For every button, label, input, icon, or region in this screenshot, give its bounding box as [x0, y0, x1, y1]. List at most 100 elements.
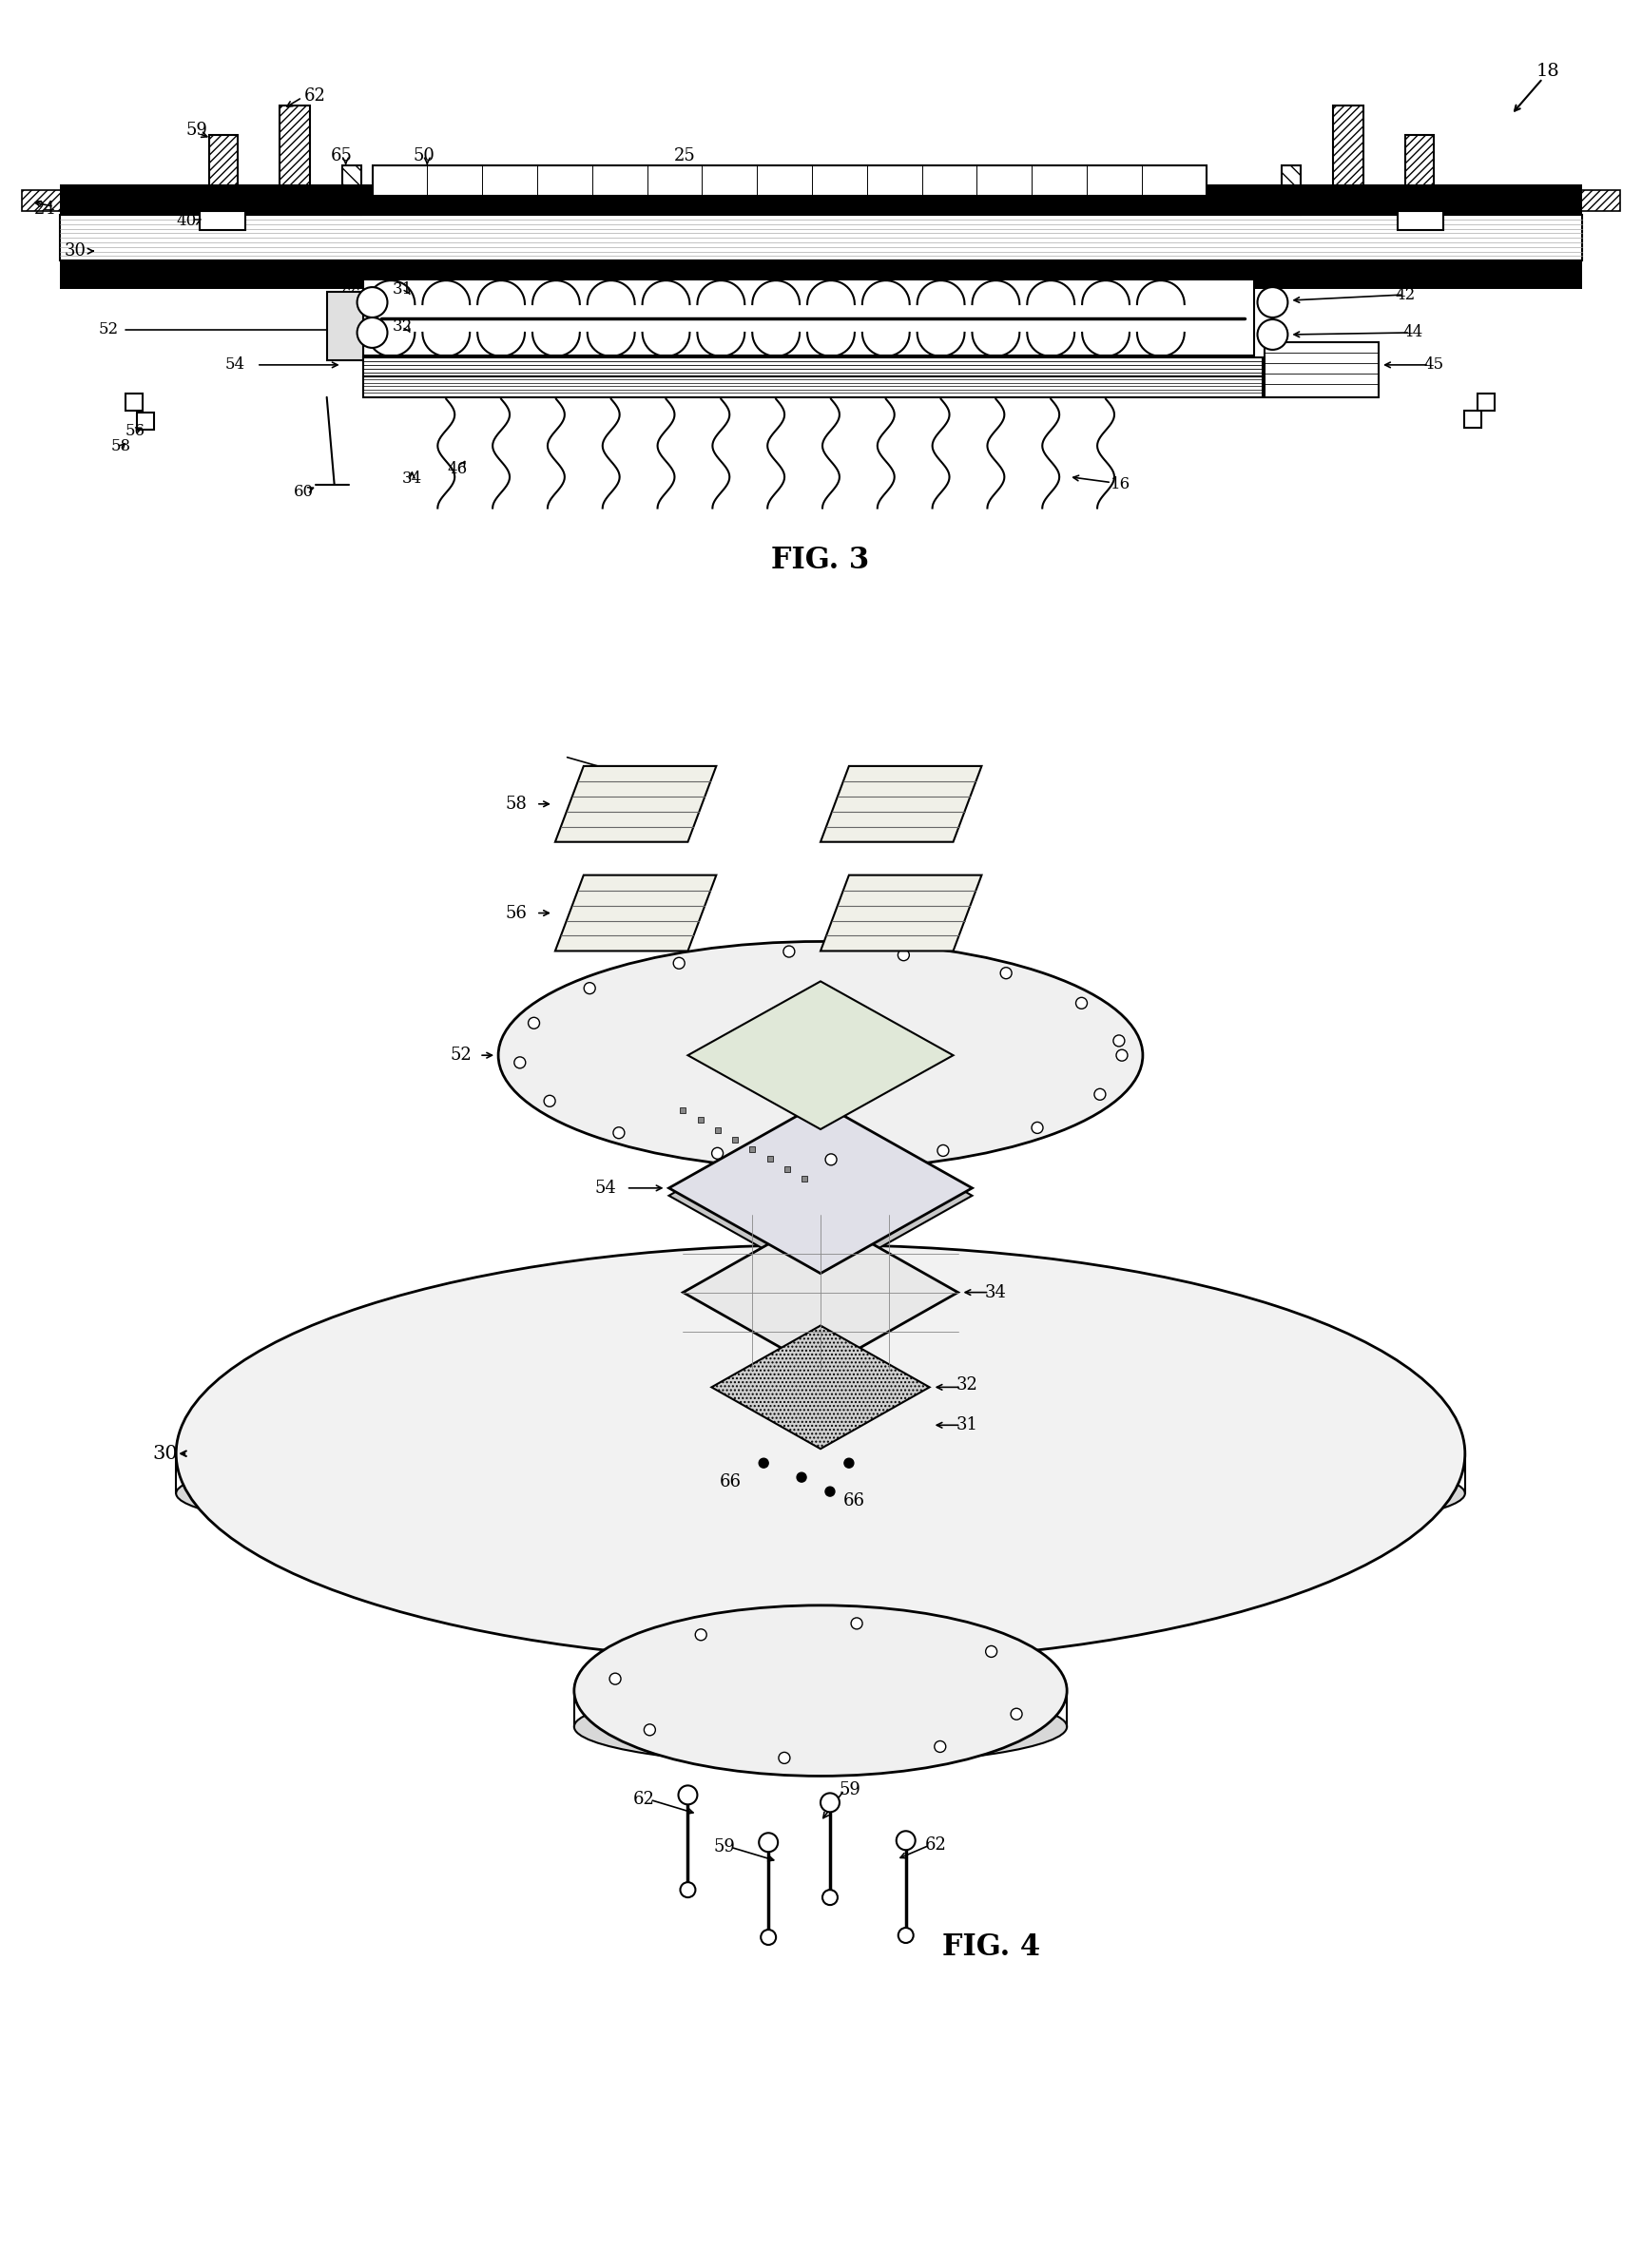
Text: 18: 18	[1535, 61, 1560, 79]
Text: 30: 30	[153, 1445, 177, 1463]
Circle shape	[644, 1724, 655, 1735]
Text: 42: 42	[1396, 286, 1415, 304]
Text: 52: 52	[99, 322, 118, 338]
Bar	[1333, 104, 1363, 191]
Circle shape	[1117, 1050, 1128, 1061]
Polygon shape	[821, 767, 982, 841]
Circle shape	[796, 1472, 806, 1481]
Bar	[1282, 166, 1300, 215]
Text: 60: 60	[294, 483, 314, 499]
Text: 59: 59	[186, 122, 209, 138]
Circle shape	[678, 1785, 698, 1805]
Ellipse shape	[498, 941, 1143, 1168]
Circle shape	[1031, 1123, 1043, 1134]
Bar	[750, 1145, 755, 1152]
Circle shape	[985, 1647, 997, 1658]
Bar	[732, 1136, 737, 1143]
Circle shape	[760, 1930, 777, 1946]
Text: 16: 16	[1112, 476, 1131, 492]
Circle shape	[851, 1617, 862, 1628]
Circle shape	[759, 1833, 778, 1853]
Circle shape	[759, 1458, 768, 1467]
Text: 31: 31	[957, 1418, 979, 1433]
Circle shape	[823, 1889, 837, 1905]
Circle shape	[1113, 1034, 1125, 1046]
Bar	[801, 1175, 808, 1182]
Text: 25: 25	[675, 147, 696, 166]
Text: 65: 65	[332, 147, 353, 166]
Text: 62: 62	[304, 86, 325, 104]
Circle shape	[529, 1018, 540, 1030]
Circle shape	[826, 1488, 834, 1497]
Bar	[126, 392, 143, 411]
Circle shape	[711, 1148, 722, 1159]
Text: 56: 56	[125, 424, 144, 440]
Circle shape	[934, 1742, 946, 1753]
Text: 62: 62	[632, 1792, 655, 1808]
Bar	[714, 1127, 721, 1132]
Bar	[1264, 342, 1379, 397]
Bar	[59, 184, 1583, 215]
Circle shape	[1094, 1089, 1105, 1100]
Text: 66: 66	[342, 286, 361, 304]
Circle shape	[898, 950, 910, 962]
Text: 30: 30	[64, 243, 85, 259]
Text: 46: 46	[448, 460, 468, 476]
Bar	[373, 166, 1207, 195]
Text: 24: 24	[34, 202, 56, 218]
Polygon shape	[668, 1102, 972, 1272]
Text: 59: 59	[714, 1839, 736, 1855]
Text: 31: 31	[392, 281, 412, 297]
Text: 54: 54	[594, 1179, 617, 1198]
Bar	[200, 211, 245, 231]
Text: 44: 44	[1402, 324, 1424, 340]
Bar	[1581, 191, 1621, 211]
Circle shape	[356, 318, 388, 347]
Ellipse shape	[176, 1245, 1465, 1662]
Bar	[363, 358, 1263, 376]
Ellipse shape	[176, 1436, 1465, 1551]
Polygon shape	[668, 1111, 972, 1281]
Polygon shape	[683, 1216, 957, 1370]
Text: 58: 58	[112, 438, 131, 454]
Circle shape	[844, 1458, 854, 1467]
Bar	[1397, 211, 1443, 231]
Circle shape	[695, 1628, 706, 1640]
Polygon shape	[711, 1325, 929, 1449]
Bar	[363, 279, 1253, 356]
Text: 50: 50	[933, 1662, 954, 1681]
Text: 52: 52	[450, 1048, 471, 1064]
Text: 56: 56	[506, 905, 527, 921]
Bar	[138, 413, 154, 429]
Bar	[680, 1107, 686, 1114]
Bar	[767, 1157, 773, 1161]
Circle shape	[356, 288, 388, 318]
Bar	[279, 104, 310, 191]
Circle shape	[783, 946, 795, 957]
Circle shape	[612, 1127, 624, 1139]
Circle shape	[585, 982, 596, 993]
Text: 66: 66	[842, 1492, 865, 1510]
Text: 34: 34	[985, 1284, 1007, 1302]
Circle shape	[938, 1145, 949, 1157]
Circle shape	[673, 957, 685, 968]
Circle shape	[1258, 288, 1287, 318]
Bar	[59, 215, 1583, 261]
Text: 54: 54	[225, 356, 245, 372]
Polygon shape	[821, 875, 982, 950]
Text: 50: 50	[414, 147, 435, 166]
Bar	[209, 136, 238, 213]
Bar	[327, 293, 363, 361]
Text: 40: 40	[177, 213, 197, 229]
Text: 59: 59	[839, 1783, 862, 1799]
Ellipse shape	[575, 1606, 1067, 1776]
Bar	[1465, 411, 1481, 426]
Circle shape	[1000, 968, 1011, 980]
Text: FIG. 3: FIG. 3	[772, 547, 870, 576]
Text: 66: 66	[719, 1474, 742, 1490]
Bar	[363, 376, 1263, 397]
Text: 32: 32	[392, 320, 412, 336]
Text: 34: 34	[402, 472, 422, 488]
Circle shape	[544, 1095, 555, 1107]
Circle shape	[826, 1154, 837, 1166]
